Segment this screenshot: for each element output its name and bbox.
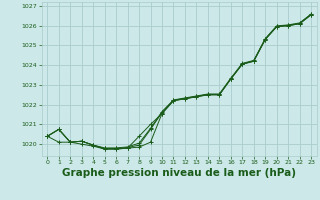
X-axis label: Graphe pression niveau de la mer (hPa): Graphe pression niveau de la mer (hPa) [62,168,296,178]
